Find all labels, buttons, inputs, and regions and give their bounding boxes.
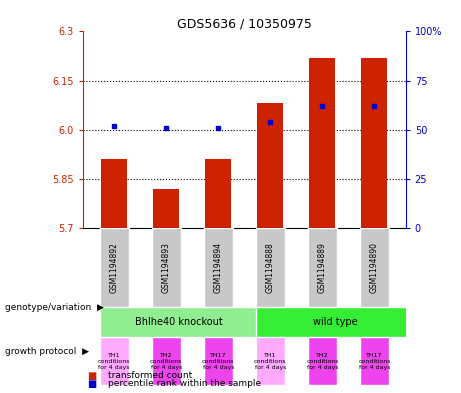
- Text: GSM1194890: GSM1194890: [370, 242, 379, 293]
- Text: TH2
conditions
for 4 days: TH2 conditions for 4 days: [306, 353, 339, 369]
- Bar: [257, 103, 284, 228]
- Text: TH17
conditions
for 4 days: TH17 conditions for 4 days: [358, 353, 391, 369]
- Text: TH1
conditions
for 4 days: TH1 conditions for 4 days: [254, 353, 287, 369]
- Bar: [308, 338, 337, 385]
- Title: GDS5636 / 10350975: GDS5636 / 10350975: [177, 17, 312, 30]
- Bar: [152, 338, 181, 385]
- Bar: [256, 228, 285, 307]
- Bar: [308, 228, 337, 307]
- Text: TH17
conditions
for 4 days: TH17 conditions for 4 days: [202, 353, 235, 369]
- Bar: [205, 159, 231, 228]
- Text: GSM1194888: GSM1194888: [266, 242, 275, 293]
- Bar: [309, 58, 336, 228]
- Text: ■: ■: [88, 378, 97, 389]
- Bar: [100, 338, 129, 385]
- Bar: [101, 159, 127, 228]
- Bar: [204, 338, 233, 385]
- Bar: [256, 307, 415, 338]
- Text: GSM1194894: GSM1194894: [214, 242, 223, 293]
- Text: GSM1194892: GSM1194892: [110, 242, 119, 293]
- Text: TH2
conditions
for 4 days: TH2 conditions for 4 days: [150, 353, 183, 369]
- Bar: [204, 228, 233, 307]
- Text: genotype/variation  ▶: genotype/variation ▶: [5, 303, 103, 312]
- Text: ■: ■: [88, 371, 97, 381]
- Text: percentile rank within the sample: percentile rank within the sample: [108, 379, 261, 388]
- Bar: [256, 338, 285, 385]
- Bar: [153, 189, 179, 228]
- Bar: [360, 228, 389, 307]
- Text: GSM1194889: GSM1194889: [318, 242, 327, 293]
- Bar: [360, 338, 389, 385]
- Bar: [152, 228, 181, 307]
- Text: GSM1194893: GSM1194893: [162, 242, 171, 293]
- Text: transformed count: transformed count: [108, 371, 193, 380]
- Text: wild type: wild type: [313, 317, 358, 327]
- Bar: [361, 58, 387, 228]
- Text: Bhlhe40 knockout: Bhlhe40 knockout: [136, 317, 223, 327]
- Bar: [100, 307, 259, 338]
- Text: growth protocol  ▶: growth protocol ▶: [5, 347, 89, 356]
- Text: TH1
conditions
for 4 days: TH1 conditions for 4 days: [98, 353, 130, 369]
- Bar: [100, 228, 129, 307]
